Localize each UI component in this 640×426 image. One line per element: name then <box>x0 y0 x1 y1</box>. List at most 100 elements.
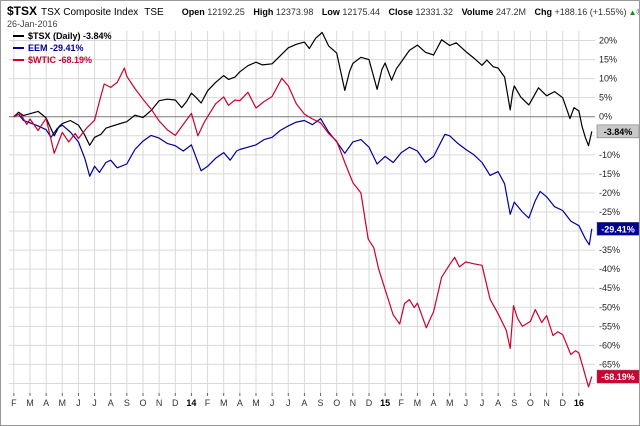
x-axis-tick-label: A <box>108 398 114 408</box>
x-axis-tick-label: A <box>495 398 501 408</box>
quote-label: Volume <box>461 7 494 17</box>
x-axis-tick-label: M <box>252 398 260 408</box>
quote-label: Close <box>388 7 413 17</box>
x-axis-tick-label: N <box>350 398 357 408</box>
x-axis-tick-label: 14 <box>186 398 196 408</box>
quote-open: Open 12192.25 <box>182 7 245 17</box>
legend-label: $WTIC -68.19% <box>28 55 93 65</box>
end-value-box-TSX <box>596 124 639 139</box>
y-axis-tick-label: 20% <box>599 36 617 46</box>
quote-summary: Open 12192.25 High 12373.98 Low 12175.44… <box>176 7 637 17</box>
x-axis-tick-label: N <box>156 398 163 408</box>
quote-volume: Volume 247.2M <box>462 7 526 17</box>
end-value-label-WTIC: -68.19% <box>601 372 635 382</box>
end-value-label-TSX: -3.84% <box>604 127 633 137</box>
chart-date: 26-Jan-2016 <box>7 19 58 29</box>
x-axis-tick-label: J <box>286 398 291 408</box>
x-axis-tick-label: J <box>464 398 469 408</box>
exchange: TSE <box>144 7 164 18</box>
x-axis-tick-label: S <box>318 398 324 408</box>
symbol: $TSX <box>7 4 38 18</box>
x-axis-tick-label: F <box>11 398 17 408</box>
y-axis-tick-label: -10% <box>599 150 620 160</box>
legend-label: EEM -29.41% <box>28 43 84 53</box>
legend-label: $TSX (Daily) -3.84% <box>28 31 112 41</box>
quote-value: 247.2M <box>495 7 526 17</box>
quote-value: +188.16 (+1.55%) <box>554 7 627 17</box>
quote-value: 12373.98 <box>275 7 314 17</box>
x-axis-tick-label: O <box>527 398 534 408</box>
x-axis-tick-label: F <box>205 398 211 408</box>
x-axis-tick-label: D <box>366 398 373 408</box>
x-axis-tick-label: D <box>172 398 179 408</box>
y-axis-tick-label: -25% <box>599 207 620 217</box>
x-axis-tick-label: A <box>43 398 49 408</box>
y-axis-tick-label: 0% <box>599 112 612 122</box>
quote-line: $TSX TSX Composite Index TSE Open 12192.… <box>7 4 639 18</box>
quote-label: Low <box>321 7 340 17</box>
y-axis-tick-label: -20% <box>599 188 620 198</box>
y-axis-tick-label: 5% <box>599 93 612 103</box>
change-up-arrow: ▲ <box>628 8 637 17</box>
x-axis-tick-label: M <box>220 398 228 408</box>
legend-item-wtic: $WTIC -68.19% <box>13 54 112 66</box>
x-axis-tick-label: J <box>270 398 275 408</box>
quote-close: Close 12331.32 <box>388 7 453 17</box>
y-axis-tick-label: -65% <box>599 359 620 369</box>
y-axis-tick-label: -60% <box>599 340 620 350</box>
x-axis-tick-label: S <box>124 398 130 408</box>
index-name: TSX Composite Index <box>41 7 139 18</box>
legend-dash-icon <box>13 59 24 61</box>
legend-dash-icon <box>13 35 24 37</box>
y-axis-tick-label: -15% <box>599 169 620 179</box>
x-axis-tick-label: M <box>26 398 34 408</box>
chart-header: $TSX TSX Composite Index TSE Open 12192.… <box>7 4 639 29</box>
x-axis-tick-label: M <box>414 398 422 408</box>
x-axis-tick-label: A <box>237 398 243 408</box>
y-axis-tick-label: -50% <box>599 302 620 312</box>
end-value-label-EEM: -29.41% <box>601 224 635 234</box>
series-line-EEM <box>13 113 593 246</box>
x-axis-tick-label: S <box>511 398 517 408</box>
y-axis-tick-label: -40% <box>599 264 620 274</box>
quote-label: High <box>253 7 274 17</box>
series-line-TSX <box>13 31 593 147</box>
x-axis-tick-label: O <box>139 398 146 408</box>
quote-label: Chg <box>534 7 552 17</box>
x-axis-tick-label: A <box>431 398 437 408</box>
x-axis-tick-label: A <box>301 398 307 408</box>
quote-value: 12331.32 <box>415 7 454 17</box>
y-axis-tick-label: -35% <box>599 245 620 255</box>
x-axis-tick-label: D <box>559 398 566 408</box>
quote-change: Chg +188.16 (+1.55%) ▲ <box>534 7 636 17</box>
y-axis-tick-label: 10% <box>599 74 617 84</box>
y-axis-tick-label: 15% <box>599 55 617 65</box>
end-value-box-EEM <box>596 222 639 236</box>
x-axis-tick-label: M <box>59 398 67 408</box>
x-axis-tick-label: O <box>333 398 340 408</box>
x-axis-tick-label: M <box>446 398 454 408</box>
x-axis-tick-label: N <box>543 398 550 408</box>
chart-legend: $TSX (Daily) -3.84% EEM -29.41% $WTIC -6… <box>13 30 112 66</box>
legend-dash-icon <box>13 47 24 49</box>
quote-value: 12192.25 <box>207 7 245 17</box>
y-axis-tick-label: -45% <box>599 283 620 293</box>
quote-high: High 12373.98 <box>253 7 313 17</box>
legend-item-tsx: $TSX (Daily) -3.84% <box>13 30 112 42</box>
stockcharts-watermark: ©StockCharts.com <box>636 7 639 17</box>
quote-low: Low 12175.44 <box>322 7 380 17</box>
legend-item-eem: EEM -29.41% <box>13 42 112 54</box>
x-axis-tick-label: J <box>76 398 81 408</box>
x-axis-tick-label: F <box>399 398 405 408</box>
x-axis-tick-label: 16 <box>574 398 584 408</box>
end-value-box-WTIC <box>596 369 639 384</box>
quote-value: 12175.44 <box>342 7 380 17</box>
series-line-WTIC <box>13 67 593 388</box>
quote-label: Open <box>181 7 205 17</box>
x-axis-tick-label: J <box>92 398 97 408</box>
x-axis-tick-label: 15 <box>380 398 390 408</box>
y-axis-tick-label: -55% <box>599 321 620 331</box>
x-axis-tick-label: J <box>480 398 485 408</box>
